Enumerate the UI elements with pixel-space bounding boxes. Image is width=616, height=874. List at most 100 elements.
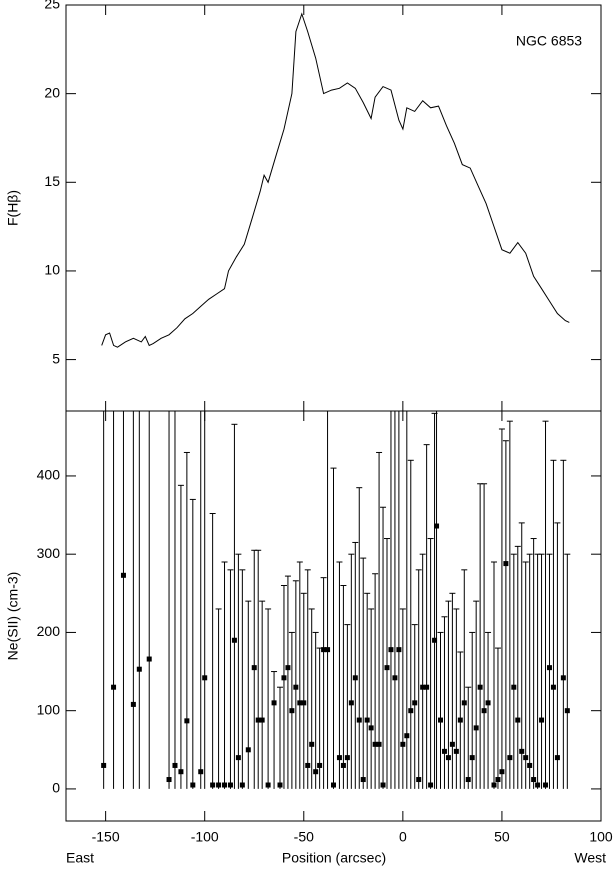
data-point: [255, 717, 261, 723]
data-point: [424, 684, 430, 690]
data-point: [420, 684, 426, 690]
data-point: [465, 777, 471, 783]
y-tick-label: 10: [44, 262, 60, 278]
x-tick-label: -100: [191, 829, 219, 845]
data-point: [457, 717, 463, 723]
data-point: [376, 741, 382, 747]
data-point: [317, 762, 323, 768]
data-point: [543, 782, 549, 788]
data-point: [136, 666, 142, 672]
data-point: [166, 777, 172, 783]
data-point: [251, 665, 257, 671]
data-point: [331, 782, 336, 788]
y-tick-label: 15: [44, 173, 60, 189]
data-point: [190, 782, 196, 788]
data-point: [380, 782, 386, 788]
data-point: [445, 755, 451, 761]
data-point: [325, 647, 331, 653]
data-point: [408, 708, 414, 714]
data-point: [297, 700, 303, 706]
plot-area: [101, 12, 570, 348]
data-point: [178, 769, 184, 775]
data-point: [539, 717, 545, 723]
data-point: [449, 741, 455, 747]
data-point: [546, 665, 552, 671]
data-point: [441, 748, 447, 754]
data-point: [531, 777, 537, 783]
data-point: [216, 782, 222, 788]
data-point: [400, 741, 406, 747]
data-point: [511, 684, 517, 690]
y-tick-label: 25: [44, 0, 60, 12]
data-point: [222, 782, 228, 788]
data-point: [364, 717, 370, 723]
y-axis-label: F(Hβ): [5, 190, 21, 226]
data-point: [281, 675, 287, 681]
data-point: [453, 748, 459, 754]
data-point: [495, 777, 501, 783]
y-tick-label: 100: [37, 701, 61, 717]
data-line: [101, 12, 570, 348]
data-point: [184, 718, 190, 724]
data-point: [111, 684, 117, 690]
data-point: [321, 647, 327, 653]
data-point: [527, 762, 533, 768]
data-point: [550, 684, 556, 690]
annotation: West: [574, 850, 606, 866]
data-point: [340, 762, 346, 768]
x-tick-label: -50: [294, 829, 314, 845]
data-point: [416, 777, 422, 783]
data-point: [289, 708, 295, 714]
data-point: [356, 717, 362, 723]
data-point: [473, 725, 479, 731]
data-point: [245, 747, 251, 753]
data-point: [265, 782, 271, 788]
data-point: [352, 675, 358, 681]
data-point: [301, 700, 307, 706]
data-point: [491, 782, 497, 788]
data-point: [235, 755, 241, 761]
data-point: [432, 637, 438, 643]
data-point: [564, 708, 570, 714]
data-point: [313, 769, 319, 775]
data-point: [523, 755, 529, 761]
data-point: [336, 755, 342, 761]
data-point: [202, 675, 208, 681]
x-tick-label: 100: [589, 829, 613, 845]
data-point: [259, 717, 265, 723]
data-point: [412, 700, 418, 706]
data-point: [384, 665, 390, 671]
x-axis-label: Position (arcsec): [282, 850, 386, 866]
data-point: [438, 717, 443, 723]
y-tick-label: 20: [44, 84, 60, 100]
data-point: [210, 782, 216, 788]
data-point: [392, 675, 398, 681]
y-tick-label: 300: [37, 545, 61, 561]
y-axis-label: Ne(SII) (cm-3): [5, 572, 21, 661]
data-point: [348, 700, 354, 706]
data-point: [172, 762, 178, 768]
data-point: [485, 700, 491, 706]
data-point: [198, 769, 204, 775]
data-point: [396, 647, 402, 653]
x-tick-label: 0: [399, 829, 407, 845]
y-tick-label: 200: [37, 623, 61, 639]
data-point: [477, 684, 483, 690]
data-point: [503, 561, 509, 567]
data-point: [461, 700, 467, 706]
y-tick-label: 5: [52, 350, 60, 366]
data-point: [404, 733, 410, 739]
y-tick-label: 400: [37, 467, 61, 483]
annotation: East: [66, 850, 94, 866]
data-point: [293, 684, 299, 690]
plot-area: [100, 411, 571, 789]
data-point: [428, 782, 434, 788]
data-point: [305, 762, 311, 768]
x-tick-label: -150: [92, 829, 120, 845]
data-point: [507, 755, 513, 761]
data-point: [239, 782, 245, 788]
data-point: [277, 782, 283, 788]
x-tick-label: 50: [494, 829, 510, 845]
data-point: [130, 701, 136, 707]
data-point: [499, 769, 505, 775]
